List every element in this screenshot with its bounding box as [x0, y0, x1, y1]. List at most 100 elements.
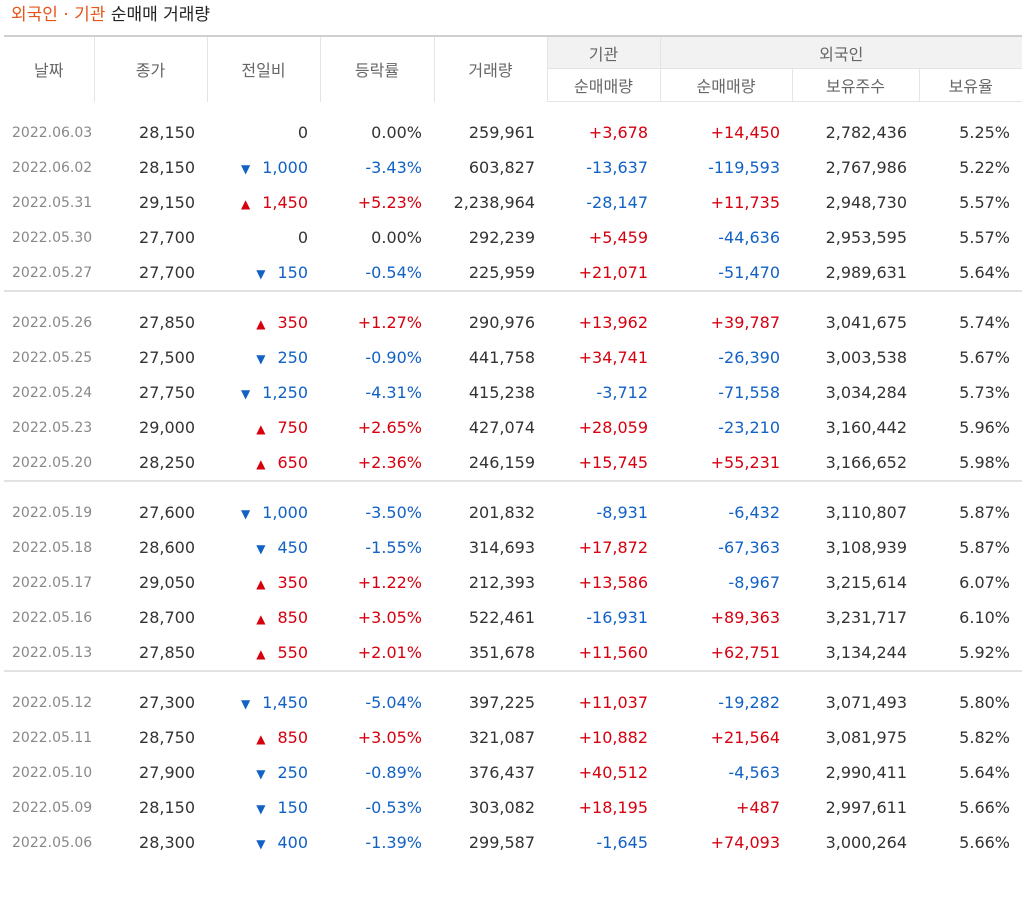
arrow-up-icon: ▲: [256, 732, 266, 746]
cell-change-value: 250: [277, 763, 308, 782]
cell-holdings: 3,003,538: [825, 348, 907, 367]
col-inst-net: 순매매량: [547, 68, 661, 102]
cell-close: 28,250: [139, 453, 195, 472]
cell-holdings: 3,041,675: [825, 313, 907, 332]
cell-change-value: 1,250: [262, 383, 308, 402]
table-row: 2022.05.26 27,850 ▲ 350 +1.27% 290,976 +13,962…: [4, 305, 1022, 340]
cell-change-value: 150: [277, 263, 308, 282]
cell-inst-net: +13,586: [578, 573, 648, 592]
cell-change-value: 250: [277, 348, 308, 367]
cell-holdings: 3,108,939: [825, 538, 907, 557]
table-row: 2022.05.18 28,600 ▼ 450 -1.55% 314,693 +17,872…: [4, 530, 1022, 565]
cell-change-value: 650: [277, 453, 308, 472]
cell-close: 27,500: [139, 348, 195, 367]
cell-inst-net: +10,882: [578, 728, 648, 747]
arrow-up-icon: ▲: [256, 647, 266, 661]
cell-change: ▼ 150: [207, 790, 320, 825]
arrow-down-icon: ▼: [256, 802, 266, 816]
cell-holding-rate: 5.92%: [959, 643, 1010, 662]
cell-holding-rate: 5.80%: [959, 693, 1010, 712]
cell-change: ▲ 850: [207, 600, 320, 635]
cell-holdings: 2,989,631: [825, 263, 907, 282]
cell-holding-rate: 5.64%: [959, 763, 1010, 782]
cell-holding-rate: 5.22%: [959, 158, 1010, 177]
cell-close: 27,600: [139, 503, 195, 522]
cell-change: ▼ 250: [207, 340, 320, 375]
cell-inst-net: +40,512: [578, 763, 648, 782]
cell-change: ▼ 1,000: [207, 150, 320, 185]
cell-rate: +2.01%: [357, 643, 422, 662]
arrow-down-icon: ▼: [240, 507, 251, 521]
cell-close: 27,850: [139, 313, 195, 332]
table-row: 2022.05.27 27,700 ▼ 150 -0.54% 225,959 +21,071…: [4, 255, 1022, 291]
cell-rate: -0.89%: [365, 763, 422, 782]
cell-date: 2022.05.16: [12, 609, 93, 626]
col-close: 종가: [94, 35, 208, 102]
cell-change: ▲ 350: [207, 305, 320, 340]
col-group-foreign: 외국인: [660, 35, 1022, 69]
cell-volume: 299,587: [468, 833, 535, 852]
cell-change: ▼ 250: [207, 755, 320, 790]
table-row: 2022.06.03 28,150 0 0.00% 259,961 +3,678 +14,4…: [4, 115, 1022, 150]
cell-foreign-net: +89,363: [710, 608, 780, 627]
cell-volume: 292,239: [468, 228, 535, 247]
cell-holding-rate: 5.57%: [959, 228, 1010, 247]
cell-inst-net: -13,637: [586, 158, 648, 177]
cell-rate: +5.23%: [357, 193, 422, 212]
cell-inst-net: -16,931: [586, 608, 648, 627]
cell-holding-rate: 5.82%: [959, 728, 1010, 747]
cell-volume: 225,959: [468, 263, 535, 282]
cell-foreign-net: -71,558: [718, 383, 780, 402]
cell-change-value: 350: [277, 313, 308, 332]
cell-holding-rate: 5.67%: [959, 348, 1010, 367]
cell-volume: 246,159: [468, 453, 535, 472]
cell-date: 2022.05.09: [12, 799, 93, 816]
cell-inst-net: +13,962: [578, 313, 648, 332]
cell-holdings: 3,231,717: [825, 608, 907, 627]
cell-close: 28,300: [139, 833, 195, 852]
cell-holdings: 3,160,442: [825, 418, 907, 437]
cell-inst-net: +21,071: [578, 263, 648, 282]
table-row: 2022.05.30 27,700 0 0.00% 292,239 +5,459 -44,6…: [4, 220, 1022, 255]
section-title: 외국인 · 기관 순매매 거래량: [11, 0, 210, 32]
cell-foreign-net: +21,564: [710, 728, 780, 747]
cell-change-value: 1,000: [262, 503, 308, 522]
arrow-up-icon: ▲: [256, 577, 266, 591]
cell-volume: 427,074: [468, 418, 535, 437]
cell-volume: 259,961: [468, 123, 535, 142]
cell-change-value: 1,000: [262, 158, 308, 177]
cell-foreign-net: -19,282: [718, 693, 780, 712]
cell-holding-rate: 5.98%: [959, 453, 1010, 472]
cell-foreign-net: +487: [736, 798, 780, 817]
cell-holdings: 3,215,614: [825, 573, 907, 592]
cell-foreign-net: -8,967: [728, 573, 780, 592]
arrow-down-icon: ▼: [256, 837, 266, 851]
cell-inst-net: +11,037: [578, 693, 648, 712]
cell-change-value: 150: [277, 798, 308, 817]
cell-rate: 0.00%: [371, 228, 422, 247]
cell-rate: -3.43%: [365, 158, 422, 177]
cell-rate: +2.65%: [357, 418, 422, 437]
cell-close: 29,050: [139, 573, 195, 592]
cell-change: ▲ 650: [207, 445, 320, 481]
table-row: 2022.05.20 28,250 ▲ 650 +2.36% 246,159 +15,745…: [4, 445, 1022, 481]
cell-holdings: 3,071,493: [825, 693, 907, 712]
cell-date: 2022.05.11: [12, 729, 93, 746]
cell-inst-net: +11,560: [578, 643, 648, 662]
arrow-up-icon: ▲: [256, 457, 266, 471]
arrow-up-icon: ▲: [240, 197, 251, 211]
cell-inst-net: -3,712: [596, 383, 648, 402]
cell-rate: -3.50%: [365, 503, 422, 522]
arrow-down-icon: ▼: [240, 697, 251, 711]
cell-change: ▼ 1,000: [207, 495, 320, 530]
cell-change: ▼ 450: [207, 530, 320, 565]
cell-date: 2022.05.18: [12, 539, 93, 556]
cell-change-value: 400: [277, 833, 308, 852]
cell-change-value: 850: [277, 728, 308, 747]
group-separator: [4, 480, 1022, 495]
cell-volume: 201,832: [468, 503, 535, 522]
cell-inst-net: +34,741: [578, 348, 648, 367]
cell-change: ▲ 350: [207, 565, 320, 600]
cell-holdings: 3,166,652: [825, 453, 907, 472]
cell-foreign-net: +11,735: [710, 193, 780, 212]
